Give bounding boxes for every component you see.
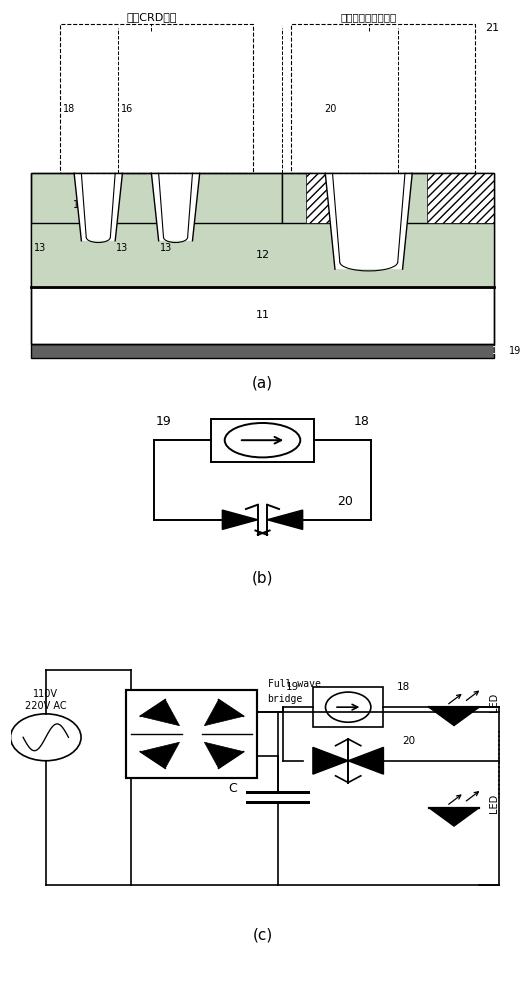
Text: 13: 13	[34, 243, 46, 253]
Text: 14: 14	[73, 200, 85, 210]
Polygon shape	[313, 747, 348, 774]
Text: (c): (c)	[253, 927, 272, 942]
Polygon shape	[151, 173, 200, 241]
Text: LED: LED	[489, 693, 499, 712]
Text: 14: 14	[464, 204, 476, 214]
Text: 220V AC: 220V AC	[25, 701, 67, 711]
Bar	[30, 173, 495, 344]
Bar	[30, 287, 495, 344]
Text: 18: 18	[354, 415, 370, 428]
Text: 20: 20	[324, 104, 337, 114]
Text: 13: 13	[117, 243, 129, 253]
Text: 单个CRD元胞: 单个CRD元胞	[126, 12, 176, 22]
Bar	[306, 173, 393, 223]
Text: bridge: bridge	[268, 694, 303, 704]
Polygon shape	[140, 700, 180, 726]
Bar	[211, 419, 314, 462]
Bar	[282, 173, 495, 223]
Bar	[291, 24, 475, 173]
Bar	[282, 223, 495, 287]
Polygon shape	[204, 700, 244, 726]
Bar	[127, 690, 257, 778]
Polygon shape	[74, 173, 122, 241]
Polygon shape	[204, 742, 244, 768]
Text: 110V: 110V	[33, 689, 58, 699]
Text: 20: 20	[337, 495, 353, 508]
Text: 15: 15	[387, 253, 399, 263]
Text: 12: 12	[256, 250, 269, 260]
Polygon shape	[429, 707, 479, 726]
Bar	[30, 223, 495, 287]
Polygon shape	[348, 747, 383, 774]
Text: 13: 13	[160, 243, 172, 253]
Text: 20: 20	[402, 736, 415, 746]
Bar	[30, 344, 495, 358]
Text: C: C	[228, 782, 237, 795]
Text: 16: 16	[121, 104, 133, 114]
Text: 18: 18	[397, 682, 410, 692]
Bar	[30, 223, 282, 287]
Text: 19: 19	[286, 682, 299, 692]
Text: 14: 14	[319, 214, 331, 224]
Polygon shape	[326, 173, 412, 269]
Bar	[427, 173, 495, 223]
Polygon shape	[140, 742, 180, 768]
Text: 瞬态电压抑制二极管: 瞬态电压抑制二极管	[341, 12, 397, 22]
Text: 19: 19	[492, 346, 504, 356]
Text: (a): (a)	[252, 375, 273, 390]
Bar	[30, 173, 282, 223]
Text: 171: 171	[311, 197, 330, 207]
Text: LED: LED	[489, 794, 499, 813]
Polygon shape	[223, 510, 258, 529]
Polygon shape	[267, 510, 302, 529]
Text: 18: 18	[63, 104, 76, 114]
Text: Full wave: Full wave	[268, 679, 320, 689]
Text: (b): (b)	[252, 570, 273, 585]
Text: 21: 21	[485, 23, 499, 33]
Polygon shape	[429, 808, 479, 826]
Text: 11: 11	[256, 310, 269, 320]
Bar	[60, 24, 253, 173]
Text: 19: 19	[155, 415, 171, 428]
Bar	[313, 687, 383, 727]
Text: 172: 172	[90, 215, 106, 224]
Text: 19: 19	[509, 346, 521, 356]
